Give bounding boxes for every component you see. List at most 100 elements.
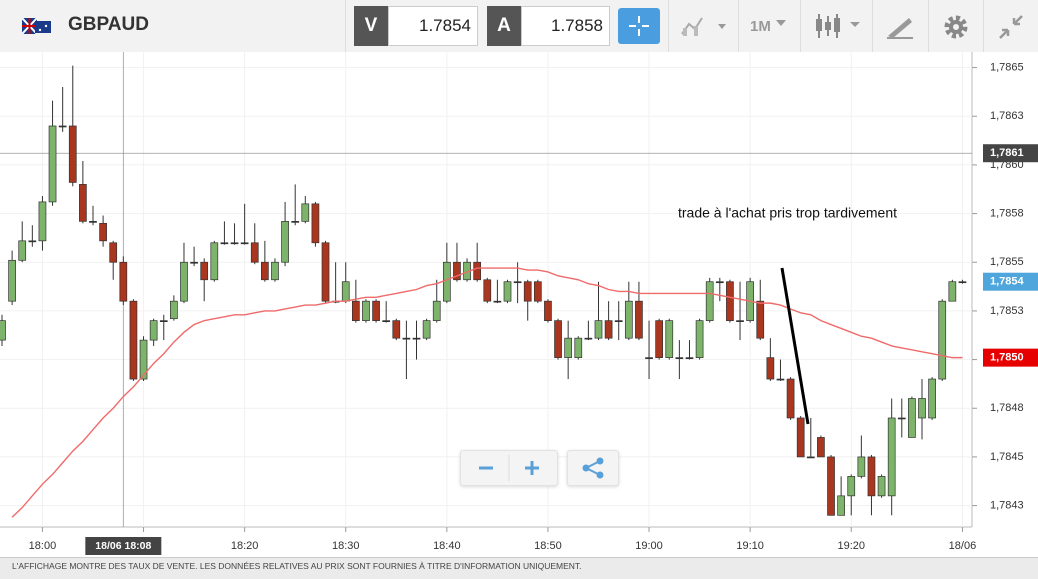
candle-body xyxy=(119,261,128,302)
candle-body xyxy=(705,281,714,321)
candle-body xyxy=(58,125,67,128)
candle-body xyxy=(352,300,360,321)
crosshair-price-label: 1,7861 xyxy=(990,147,1024,159)
share-button[interactable] xyxy=(568,451,618,485)
candle-body xyxy=(129,300,138,380)
candle-body xyxy=(695,320,704,358)
pair-name: GBPAUD xyxy=(68,14,149,35)
candle-body xyxy=(341,281,350,302)
candle-body xyxy=(139,339,148,380)
candle-body xyxy=(655,320,664,358)
candle-body xyxy=(170,300,178,320)
chart: 1,78651,78631,78601,78581,78551,78531,78… xyxy=(0,52,1038,557)
candle-body xyxy=(240,242,249,245)
candle-body xyxy=(483,279,492,302)
chart-type-button[interactable] xyxy=(680,14,730,54)
candle-body xyxy=(675,357,684,359)
candle-body xyxy=(594,320,603,339)
ask-button[interactable]: A xyxy=(487,6,521,46)
candle-body xyxy=(89,221,97,223)
candle-body xyxy=(726,281,734,321)
candle-body xyxy=(584,337,593,340)
x-tick-label: 18:00 xyxy=(29,540,57,552)
x-tick-label: 18/06 xyxy=(949,540,977,552)
zoom-in[interactable] xyxy=(525,461,539,475)
candle-body xyxy=(402,337,411,340)
candle-body xyxy=(442,261,451,302)
candle-body xyxy=(210,242,219,281)
x-tick-label: 19:20 xyxy=(837,540,865,552)
candle-body xyxy=(48,125,57,203)
x-tick-label: 19:10 xyxy=(736,540,764,552)
candle-body xyxy=(847,476,856,497)
candle-body xyxy=(897,417,906,420)
candle-body xyxy=(614,320,623,322)
candle-body xyxy=(513,281,522,284)
candle-body xyxy=(149,320,158,341)
candle-body xyxy=(220,242,229,245)
candle-body xyxy=(736,320,744,322)
candle-body xyxy=(372,300,380,321)
candle-body xyxy=(18,240,27,261)
candle-body xyxy=(382,320,391,322)
x-tick-label: 18:30 xyxy=(332,540,360,552)
candle-body xyxy=(867,456,876,497)
price-marker xyxy=(983,348,1038,367)
candle-body xyxy=(250,242,259,263)
candle-body xyxy=(574,337,583,358)
drawing-tool-button[interactable] xyxy=(885,14,915,54)
candle-body xyxy=(432,300,441,321)
toolbar: GBPAUD V 1.7854 A 1.7858 1M xyxy=(0,0,1038,53)
candle-body xyxy=(958,281,967,284)
candle-body xyxy=(564,337,573,358)
candle-body xyxy=(776,378,785,381)
candle-body xyxy=(392,320,401,339)
candle-body xyxy=(624,300,633,339)
candle-body xyxy=(796,417,805,458)
candle-body xyxy=(8,259,16,302)
price-marker-label: 1,7854 xyxy=(990,276,1025,288)
x-tick-label: 18:50 xyxy=(534,540,562,552)
candle-body xyxy=(291,221,300,223)
candle-body xyxy=(473,261,482,281)
candle-body xyxy=(271,261,279,281)
ask-price: 1.7858 xyxy=(521,6,610,46)
candle-body xyxy=(281,221,289,263)
y-tick-label: 1,7863 xyxy=(990,110,1024,122)
settings-button[interactable] xyxy=(942,13,970,53)
candle-body xyxy=(604,320,613,339)
candle-body xyxy=(159,320,168,322)
candle-body xyxy=(362,300,370,321)
crosshair-button[interactable] xyxy=(618,8,660,48)
candle-body xyxy=(948,281,957,302)
timeframe-button[interactable]: 1M xyxy=(750,18,771,35)
y-tick-label: 1,7853 xyxy=(990,305,1024,317)
candle-body xyxy=(0,320,6,341)
disclaimer: L'AFFICHAGE MONTRE DES TAUX DE VENTE. LE… xyxy=(0,557,1038,579)
share-control xyxy=(567,450,619,486)
candle-body xyxy=(533,281,542,302)
candle-body xyxy=(837,495,845,516)
y-tick-label: 1,7845 xyxy=(990,451,1024,463)
price-marker xyxy=(983,272,1038,291)
candle-body xyxy=(887,417,896,497)
candle-body xyxy=(28,240,37,243)
y-tick-label: 1,7843 xyxy=(990,499,1024,511)
candle-type-button[interactable] xyxy=(814,12,862,52)
candle-body xyxy=(301,203,310,222)
candle-body xyxy=(756,300,765,339)
candle-body xyxy=(38,201,47,242)
candle-body xyxy=(685,357,694,359)
x-tick-label: 19:00 xyxy=(635,540,663,552)
y-tick-label: 1,7858 xyxy=(990,207,1024,219)
candle-body xyxy=(938,300,947,380)
candle-body xyxy=(715,281,724,284)
flag-icon xyxy=(22,18,51,34)
candle-body xyxy=(79,184,87,222)
moving-average-line xyxy=(11,267,963,518)
bid-button[interactable]: V xyxy=(354,6,388,46)
x-tick-label: 18:40 xyxy=(433,540,461,552)
collapse-button[interactable] xyxy=(996,12,1026,52)
candle-body xyxy=(645,357,653,359)
candle-body xyxy=(180,261,188,302)
